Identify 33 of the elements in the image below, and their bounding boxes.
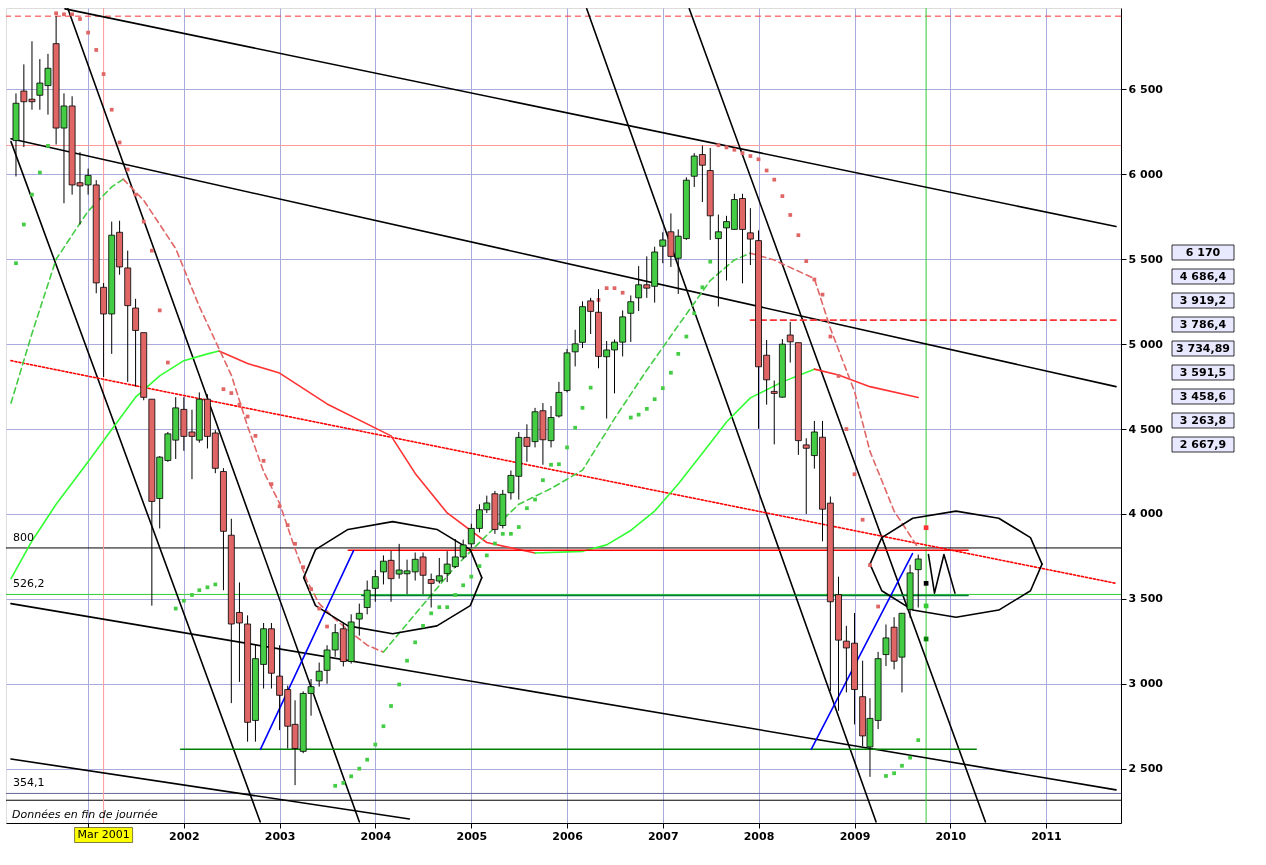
x-tick-label: 2010 — [935, 829, 967, 843]
text: 4 686,4 — [1179, 269, 1227, 283]
y-tick-label: 5 500 — [1128, 252, 1164, 266]
text: 3 263,8 — [1179, 413, 1227, 427]
x-tick-label: 2003 — [264, 829, 296, 843]
text: 6 170 — [1185, 245, 1221, 259]
x-tick-label: 2005 — [456, 829, 488, 843]
x-tick-label: 2008 — [743, 829, 775, 843]
y-tick-label: 6 000 — [1128, 167, 1164, 181]
y-tick-label: 6 500 — [1128, 83, 1164, 96]
y-tick-label: 3 000 — [1128, 677, 1164, 691]
y-tick-label: 4 500 — [1128, 422, 1164, 436]
x-tick-label: 2004 — [360, 829, 392, 843]
x-tick-label: 2007 — [647, 829, 679, 843]
text: 2 667,9 — [1179, 437, 1227, 451]
annotation: 526,2 — [13, 577, 45, 591]
annotation: Données en fin de journée — [12, 808, 158, 821]
text: 3 458,6 — [1179, 389, 1227, 403]
ref-line-label: Mar 2001 — [77, 828, 130, 841]
x-tick-label: 2006 — [552, 829, 584, 843]
text: 3 919,2 — [1179, 293, 1227, 307]
y-tick-label: 2 500 — [1128, 762, 1164, 776]
x-tick-label: 2009 — [839, 829, 871, 843]
y-tick-label: 5 000 — [1128, 337, 1164, 351]
x-tick-label: 2011 — [1031, 829, 1062, 843]
annotation: 800 — [13, 530, 34, 544]
x-tick-label: 2002 — [169, 829, 200, 843]
y-tick-label: 4 000 — [1128, 507, 1164, 521]
text: 3 734,89 — [1176, 341, 1230, 355]
y-tick-label: 3 500 — [1128, 592, 1164, 606]
text: 3 786,4 — [1179, 317, 1227, 331]
annotation: 354,1 — [13, 776, 45, 790]
text: 3 591,5 — [1179, 365, 1227, 379]
